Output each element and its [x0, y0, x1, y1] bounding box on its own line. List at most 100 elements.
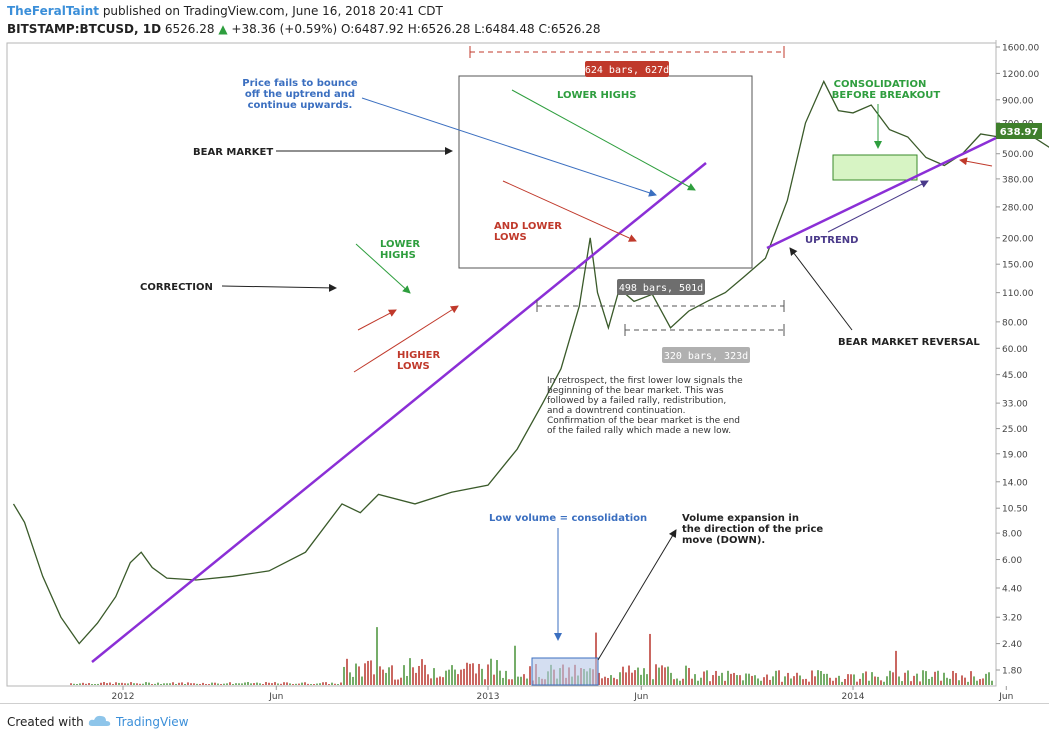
- volume-bar: [715, 671, 717, 685]
- volume-bar: [127, 683, 129, 685]
- volume-bar: [925, 671, 927, 685]
- volume-bar: [805, 679, 807, 685]
- volume-bar: [859, 679, 861, 685]
- y-tick-label: 110.00: [1002, 289, 1034, 299]
- volume-bar: [826, 674, 828, 685]
- volume-bar: [163, 683, 165, 685]
- volume-bar: [451, 665, 453, 685]
- volume-bar: [496, 660, 498, 685]
- volume-bar: [718, 676, 720, 685]
- volume-bar: [955, 673, 957, 685]
- y-tick-label: 4.40: [1002, 584, 1022, 594]
- volume-expansion-line3: move (DOWN).: [682, 535, 765, 546]
- volume-bar: [352, 677, 354, 685]
- bear-market-reversal-label: BEAR MARKET REVERSAL: [838, 337, 980, 348]
- lower-highs-small-line1: LOWER: [380, 239, 420, 250]
- bars-mid-label: 498 bars, 501d: [619, 283, 703, 294]
- volume-bar: [907, 670, 909, 685]
- volume-bar: [883, 682, 885, 685]
- volume-bar: [943, 673, 945, 685]
- volume-bar: [316, 684, 318, 685]
- volume-bar: [154, 684, 156, 685]
- volume-bar: [211, 683, 213, 685]
- volume-bar: [520, 677, 522, 685]
- published-text: published on TradingView.com, June 16, 2…: [103, 4, 443, 18]
- volume-bar: [124, 683, 126, 685]
- volume-bar: [88, 683, 90, 685]
- volume-bar: [694, 674, 696, 685]
- volume-bar: [838, 676, 840, 685]
- volume-bar: [436, 678, 438, 685]
- volume-bar: [85, 684, 87, 685]
- volume-bar: [982, 678, 984, 685]
- price-chart[interactable]: 1600.001200.00900.00700.00500.00380.0028…: [0, 40, 1049, 703]
- volume-bar: [235, 683, 237, 685]
- volume-bar: [688, 668, 690, 685]
- low-volume-label: Low volume = consolidation: [489, 513, 647, 524]
- volume-bar: [391, 665, 393, 685]
- volume-bar: [427, 674, 429, 685]
- author-link[interactable]: TheFeralTaint: [7, 4, 99, 18]
- y-tick-label: 8.00: [1002, 530, 1022, 540]
- volume-bar: [199, 684, 201, 685]
- volume-bar: [613, 678, 615, 685]
- volume-bar: [703, 672, 705, 685]
- volume-bar: [802, 679, 804, 685]
- lower-highs-small-line2: HIGHS: [380, 250, 416, 261]
- volume-bar: [262, 684, 264, 685]
- note-line-2: beginning of the bear market. This was: [547, 386, 724, 396]
- volume-bar: [271, 683, 273, 685]
- volume-bar: [256, 683, 258, 685]
- volume-bar: [112, 684, 114, 685]
- tradingview-link[interactable]: TradingView: [116, 715, 189, 729]
- volume-bar: [247, 682, 249, 685]
- volume-bar: [910, 681, 912, 685]
- volume-bar: [835, 678, 837, 685]
- volume-bar: [379, 666, 381, 685]
- y-tick-label: 200.00: [1002, 234, 1034, 244]
- volume-bar: [664, 667, 666, 685]
- volume-bar: [862, 673, 864, 685]
- volume-bar: [82, 683, 84, 685]
- volume-bar: [937, 671, 939, 685]
- volume-bar: [310, 684, 312, 685]
- y-tick-label: 1200.00: [1002, 70, 1039, 80]
- volume-bar: [604, 677, 606, 685]
- volume-bar: [331, 683, 333, 685]
- volume-bar: [646, 674, 648, 685]
- publish-line: TheFeralTaint published on TradingView.c…: [7, 4, 443, 18]
- volume-bar: [358, 666, 360, 685]
- volume-bar: [142, 684, 144, 685]
- x-tick-label: Jun: [633, 692, 648, 702]
- volume-bar: [724, 681, 726, 685]
- time-axis: 2012Jun2013Jun2014Jun2015Jun2016Jun: [112, 686, 1049, 702]
- volume-bar: [973, 676, 975, 685]
- volume-bar: [319, 683, 321, 685]
- volume-bar: [376, 627, 378, 685]
- volume-bar: [895, 651, 897, 685]
- volume-bar: [625, 672, 627, 685]
- price-fails-line3: continue upwards.: [248, 100, 353, 111]
- volume-bar: [91, 684, 93, 685]
- volume-bar: [919, 681, 921, 685]
- volume-bar: [964, 678, 966, 685]
- volume-bar: [940, 681, 942, 685]
- volume-bar: [274, 682, 276, 685]
- consolidation-line1: CONSOLIDATION: [834, 79, 927, 90]
- x-tick-label: 2013: [477, 692, 500, 702]
- and-lower-lows-line1: AND LOWER: [494, 221, 562, 232]
- y-tick-label: 500.00: [1002, 150, 1034, 160]
- volume-bar: [823, 674, 825, 685]
- volume-bar: [412, 667, 414, 685]
- symbol-label: BITSTAMP:BTCUSD, 1D: [7, 22, 161, 36]
- volume-bar: [622, 667, 624, 685]
- volume-bar: [733, 673, 735, 685]
- volume-bar: [619, 672, 621, 685]
- volume-bar: [772, 676, 774, 685]
- volume-expansion-line1: Volume expansion in: [682, 513, 799, 524]
- volume-bar: [778, 670, 780, 685]
- volume-bar: [616, 679, 618, 685]
- volume-bar: [682, 679, 684, 685]
- volume-bar: [406, 676, 408, 685]
- volume-bar: [748, 674, 750, 685]
